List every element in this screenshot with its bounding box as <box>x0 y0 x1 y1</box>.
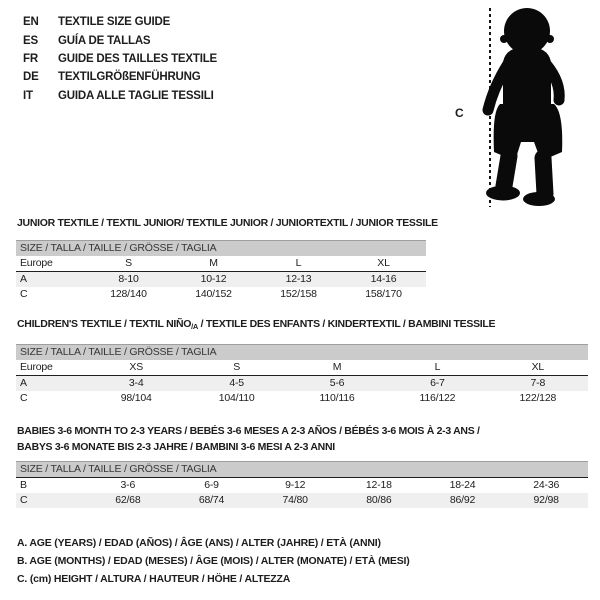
table-header-row: Europe S M L XL <box>16 256 426 272</box>
data-cell: 74/80 <box>282 494 308 506</box>
language-row-en: EN TEXTILE SIZE GUIDE <box>23 13 217 31</box>
data-cell: 68/74 <box>198 494 225 506</box>
table-row-c: C 62/68 68/74 74/80 80/86 86/92 92/98 <box>16 493 588 508</box>
children-title-part: CHILDREN'S TEXTILE / TEXTIL NIÑO <box>17 318 192 330</box>
height-label-c: C <box>455 106 464 120</box>
data-cell: 10-12 <box>200 273 227 285</box>
language-title: TEXTILGRÖßENFÜHRUNG <box>58 71 201 84</box>
babies-title-line2: BABYS 3-6 MONATE BIS 2-3 JAHRE / BAMBINI… <box>17 441 335 453</box>
data-cell: 9-12 <box>285 479 306 491</box>
row-label-cell: B <box>20 479 27 491</box>
language-code: DE <box>23 71 39 84</box>
data-cell: 128/140 <box>110 288 147 300</box>
language-title: GUÍA DE TALLAS <box>58 34 151 47</box>
children-title-subscript: /A <box>191 322 199 331</box>
data-cell: 104/110 <box>218 392 255 404</box>
table-row-a: A 3-4 4-5 5-6 6-7 7-8 <box>16 376 588 391</box>
data-cell: 116/122 <box>419 392 456 404</box>
row-label-cell: C <box>20 494 28 506</box>
row-label-cell: A <box>20 377 27 389</box>
language-row-de: DE TEXTILGRÖßENFÜHRUNG <box>23 68 217 86</box>
junior-section-title: JUNIOR TEXTILE / TEXTIL JUNIOR/ TEXTILE … <box>17 217 438 229</box>
language-title: GUIDA ALLE TAGLIE TESSILI <box>58 89 214 102</box>
data-cell: 3-4 <box>128 377 144 389</box>
header-cell: L <box>295 257 302 269</box>
data-cell: 140/152 <box>195 288 232 300</box>
data-cell: 8-10 <box>118 273 139 285</box>
data-cell: 158/170 <box>365 288 402 300</box>
data-cell: 18-24 <box>449 479 476 491</box>
size-bar: SIZE / TALLA / TAILLE / GRÖSSE / TAGLIA <box>16 461 588 478</box>
children-title-part: / TEXTILE DES ENFANTS / KINDERTEXTIL / B… <box>198 318 496 330</box>
data-cell: 4-5 <box>229 377 244 389</box>
children-section-title: CHILDREN'S TEXTILE / TEXTIL NIÑO/A / TEX… <box>17 316 496 335</box>
header-cell: M <box>332 361 342 373</box>
size-bar: SIZE / TALLA / TAILLE / GRÖSSE / TAGLIA <box>16 344 588 360</box>
junior-size-table: SIZE / TALLA / TAILLE / GRÖSSE / TAGLIA … <box>16 240 426 302</box>
header-cell: Europe <box>20 361 53 373</box>
data-cell: 12-18 <box>365 479 392 491</box>
footnote-a: A. AGE (YEARS) / EDAD (AÑOS) / ÂGE (ANS)… <box>17 537 381 549</box>
header-cell: XS <box>129 361 143 373</box>
header-cell: XL <box>377 257 390 269</box>
data-cell: 80/86 <box>366 494 392 506</box>
babies-size-table: SIZE / TALLA / TAILLE / GRÖSSE / TAGLIA … <box>16 461 588 508</box>
header-cell: L <box>434 361 441 373</box>
data-cell: 6-7 <box>430 377 445 389</box>
babies-section-title: BABIES 3-6 MONTH TO 2-3 YEARS / BEBÉS 3-… <box>17 423 480 455</box>
data-cell: 24-36 <box>533 479 560 491</box>
header-cell: S <box>125 257 132 269</box>
footnote-b: B. AGE (MONTHS) / EDAD (MESES) / ÂGE (MO… <box>17 555 410 567</box>
data-cell: 98/104 <box>120 392 152 404</box>
babies-title-line1: BABIES 3-6 MONTH TO 2-3 YEARS / BEBÉS 3-… <box>17 425 480 437</box>
data-cell: 3-6 <box>120 479 136 491</box>
language-list: EN TEXTILE SIZE GUIDE ES GUÍA DE TALLAS … <box>23 13 217 105</box>
language-code: EN <box>23 16 39 29</box>
row-label-cell: C <box>20 392 28 404</box>
language-code: FR <box>23 52 38 65</box>
data-cell: 62/68 <box>115 494 141 506</box>
footnotes: A. AGE (YEARS) / EDAD (AÑOS) / ÂGE (ANS)… <box>17 534 410 588</box>
header-cell: M <box>209 257 218 269</box>
footnote-c: C. (cm) HEIGHT / ALTURA / HAUTEUR / HÖHE… <box>17 573 291 585</box>
table-row-b: B 3-6 6-9 9-12 12-18 18-24 24-36 <box>16 478 588 493</box>
data-cell: 152/158 <box>280 288 317 300</box>
table-row-a: A 8-10 10-12 12-13 14-16 <box>16 272 426 287</box>
language-row-it: IT GUIDA ALLE TAGLIE TESSILI <box>23 87 217 105</box>
header-cell: Europe <box>20 257 53 269</box>
data-cell: 92/98 <box>533 494 559 506</box>
data-cell: 5-6 <box>329 377 345 389</box>
language-code: IT <box>23 89 33 102</box>
table-row-c: C 98/104 104/110 110/116 116/122 122/128 <box>16 391 588 406</box>
table-header-row: Europe XS S M L XL <box>16 360 588 376</box>
data-cell: 122/128 <box>519 392 557 404</box>
data-cell: 12-13 <box>285 273 312 285</box>
language-row-fr: FR GUIDE DES TAILLES TEXTILE <box>23 50 217 68</box>
language-row-es: ES GUÍA DE TALLAS <box>23 31 217 49</box>
row-label-cell: C <box>20 288 28 300</box>
header-cell: S <box>233 361 241 373</box>
data-cell: 6-9 <box>204 479 219 491</box>
language-title: TEXTILE SIZE GUIDE <box>58 16 171 29</box>
data-cell: 110/116 <box>319 392 355 404</box>
data-cell: 86/92 <box>449 494 476 506</box>
table-row-c: C 128/140 140/152 152/158 158/170 <box>16 287 426 302</box>
header-cell: XL <box>531 361 545 373</box>
children-size-table: SIZE / TALLA / TAILLE / GRÖSSE / TAGLIA … <box>16 344 588 406</box>
language-title: GUIDE DES TAILLES TEXTILE <box>58 52 217 65</box>
size-bar: SIZE / TALLA / TAILLE / GRÖSSE / TAGLIA <box>16 240 426 256</box>
row-label-cell: A <box>20 273 27 285</box>
language-code: ES <box>23 34 38 47</box>
baby-silhouette-icon <box>482 8 565 206</box>
data-cell: 14-16 <box>370 273 397 285</box>
data-cell: 7-8 <box>530 377 546 389</box>
